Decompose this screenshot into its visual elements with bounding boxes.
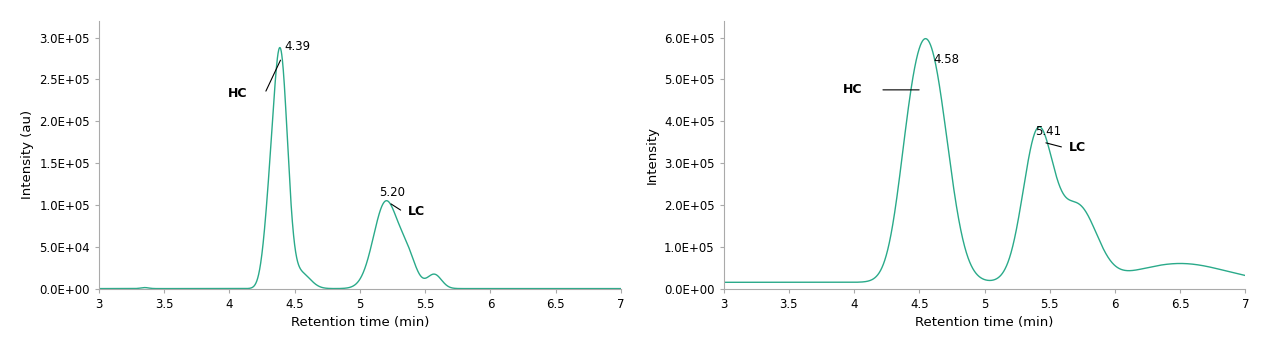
Text: 4.39: 4.39 — [284, 41, 310, 54]
X-axis label: Retention time (min): Retention time (min) — [916, 316, 1054, 329]
Text: HC: HC — [229, 87, 248, 100]
Y-axis label: Intensity: Intensity — [645, 126, 658, 184]
Y-axis label: Intensity (au): Intensity (au) — [20, 110, 34, 199]
Text: HC: HC — [842, 83, 862, 96]
Text: 4.58: 4.58 — [933, 52, 960, 65]
X-axis label: Retention time (min): Retention time (min) — [291, 316, 429, 329]
Text: LC: LC — [408, 205, 425, 218]
Text: 5.41: 5.41 — [1035, 125, 1062, 138]
Text: LC: LC — [1069, 141, 1086, 154]
Text: 5.20: 5.20 — [380, 186, 405, 199]
